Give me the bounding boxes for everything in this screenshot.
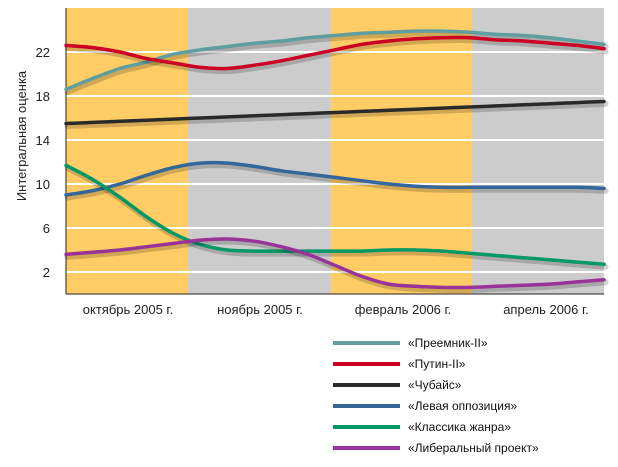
series-lines (64, 29, 609, 294)
series-line-5 (64, 163, 606, 267)
axes (65, 8, 604, 295)
y-axis-title: Интегральная оценка (14, 70, 29, 201)
series-line-shadow (64, 30, 609, 95)
y-tick-label: 18 (36, 89, 50, 104)
series-line-3 (64, 99, 606, 126)
x-tick-label: ноябрь 2005 г. (217, 302, 303, 317)
x-tick-label: апрель 2006 г. (503, 302, 589, 317)
series-line-shadow (64, 101, 609, 129)
x-tick-label: февраль 2006 г. (355, 302, 452, 317)
x-tick-label: октябрь 2005 г. (83, 302, 173, 317)
series-line-shadow (64, 36, 609, 75)
series-line-4 (64, 160, 606, 197)
background-band (472, 8, 604, 294)
y-tick-label: 22 (36, 45, 50, 60)
y-tick-label: 10 (36, 177, 50, 192)
legend-label: «Классика жанра» (408, 420, 511, 434)
series-line-2 (64, 35, 606, 71)
y-tick-label: 2 (43, 265, 50, 280)
series-line-shadow (64, 162, 609, 201)
series-line-6 (64, 237, 606, 290)
legend: «Преемник-II» «Путин-II» «Чубайс» «Левая оп… (333, 336, 539, 455)
gridlines (66, 51, 604, 273)
y-tick-label: 6 (43, 221, 50, 236)
y-tick-labels: 2 6 10 14 18 22 (36, 45, 50, 280)
background-band (331, 8, 472, 294)
legend-label: «Левая оппозиция» (408, 399, 517, 413)
legend-label: «Чубайс» (408, 378, 462, 392)
x-tick-labels: октябрь 2005 г. ноябрь 2005 г. февраль 200… (83, 302, 589, 317)
legend-label: «Преемник-II» (408, 336, 488, 350)
legend-label: «Либеральный проект» (408, 441, 539, 455)
y-tick-label: 14 (36, 133, 50, 148)
legend-label: «Путин-II» (408, 357, 466, 371)
